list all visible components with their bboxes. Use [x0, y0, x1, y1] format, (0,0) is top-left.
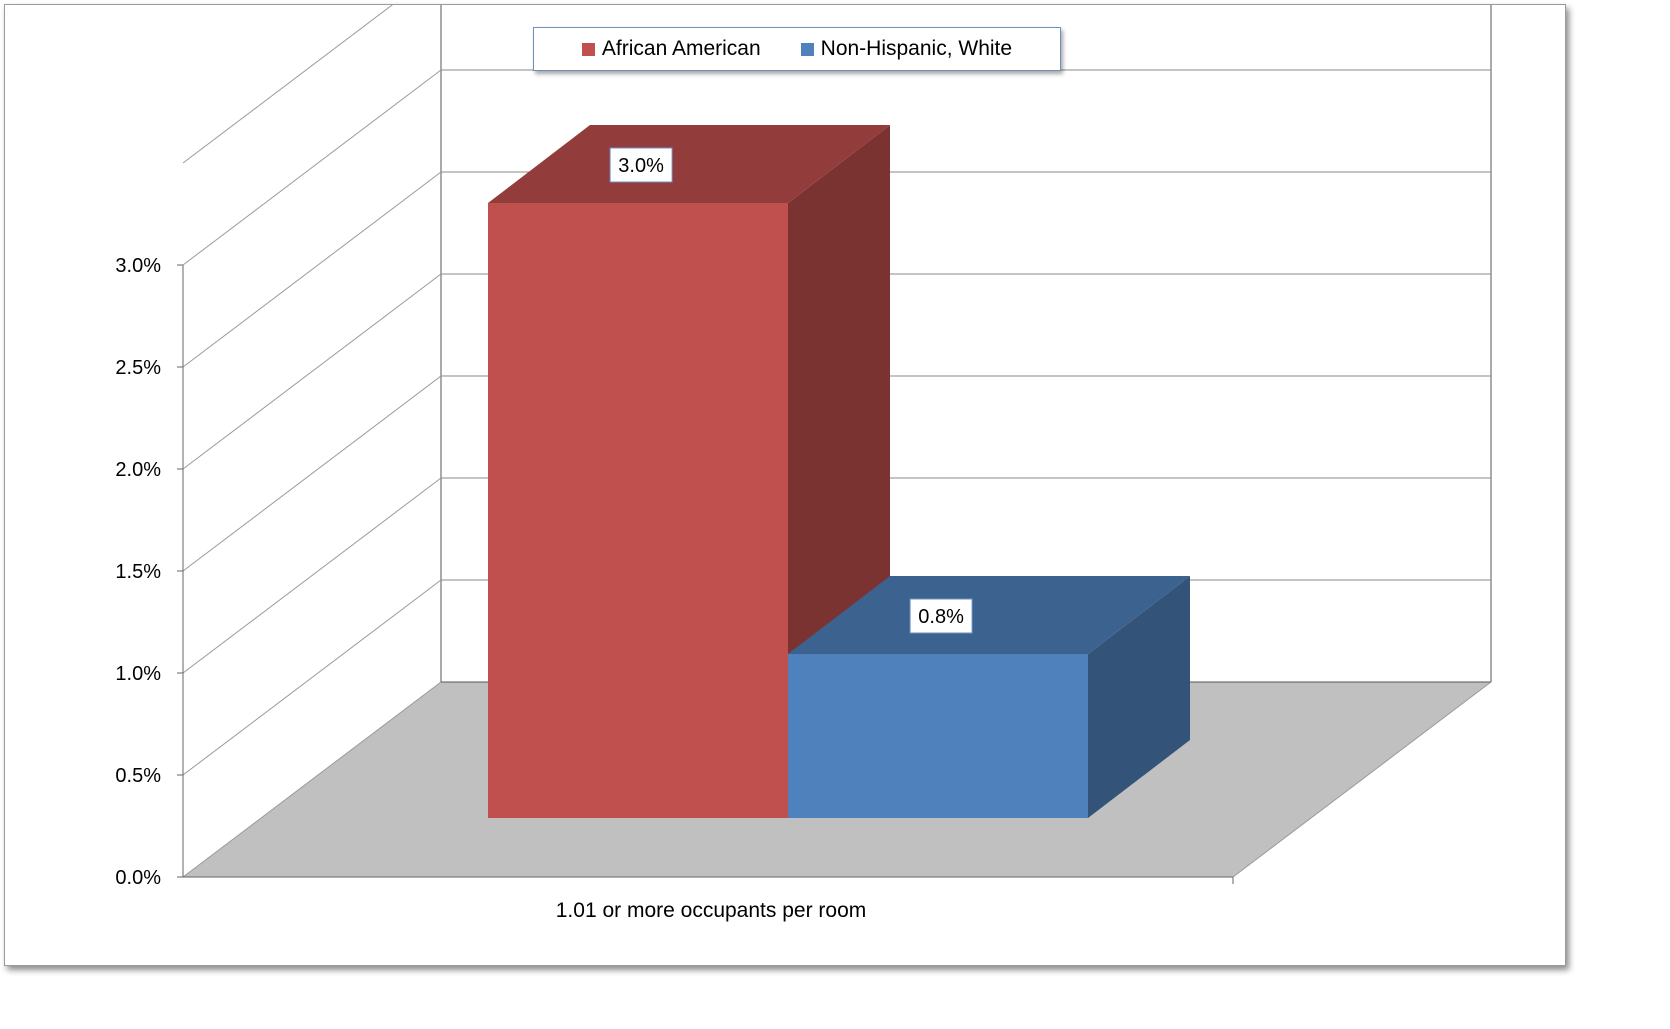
chart-legend: African American Non-Hispanic, White: [533, 27, 1061, 71]
bar-top-non-hispanic-white: [788, 576, 1190, 654]
legend-swatch-african-american: [581, 42, 595, 56]
y-tick-label: 2.0%: [115, 459, 161, 481]
bar-front-african-american: [488, 203, 788, 818]
side-wall-gridline: [182, 69, 442, 266]
side-wall-gridline: [182, 171, 442, 368]
data-label-box-non-hispanic-white: [909, 598, 973, 634]
legend-label-african-american: African American: [601, 37, 761, 60]
side-wall-gridline: [182, 681, 442, 878]
bar-non-hispanic-white: [788, 576, 1190, 818]
side-wall-gridline: [182, 273, 442, 470]
chart-svg: 0.0% 0.5% 1.0% 1.5% 2.0% 2.5% 3.0% 1.01 or mor…: [115, 5, 1492, 922]
side-wall-gridline: [182, 477, 442, 674]
y-tick-label: 0.0%: [115, 867, 161, 889]
side-wall-gridline: [182, 5, 393, 164]
side-wall-gridline: [182, 375, 442, 572]
data-label-non-hispanic-white: 0.8%: [918, 606, 964, 628]
y-tick-label: 3.0%: [115, 255, 161, 277]
floor-right-edge: [1232, 681, 1492, 878]
legend-label-non-hispanic-white: Non-Hispanic, White: [820, 37, 1013, 60]
bar-front-non-hispanic-white: [788, 654, 1088, 818]
chart-frame: 0.0% 0.5% 1.0% 1.5% 2.0% 2.5% 3.0% 1.01 or mor…: [4, 4, 1566, 966]
legend-item-non-hispanic-white: Non-Hispanic, White: [800, 37, 1013, 61]
y-tick-label: 1.5%: [115, 561, 161, 583]
legend-swatch-non-hispanic-white: [800, 42, 814, 56]
x-category-label: 1.01 or more occupants per room: [556, 899, 867, 922]
data-label-african-american: 3.0%: [618, 155, 664, 177]
bar-top-african-american: [488, 125, 890, 203]
legend-item-african-american: African American: [581, 37, 761, 61]
side-wall-gridline: [182, 579, 442, 776]
y-tick-label: 0.5%: [115, 765, 161, 787]
y-tick-label: 1.0%: [115, 663, 161, 685]
bar-side-non-hispanic-white: [1088, 576, 1190, 818]
y-tick-label: 2.5%: [115, 357, 161, 379]
data-label-box-african-american: [609, 147, 673, 183]
